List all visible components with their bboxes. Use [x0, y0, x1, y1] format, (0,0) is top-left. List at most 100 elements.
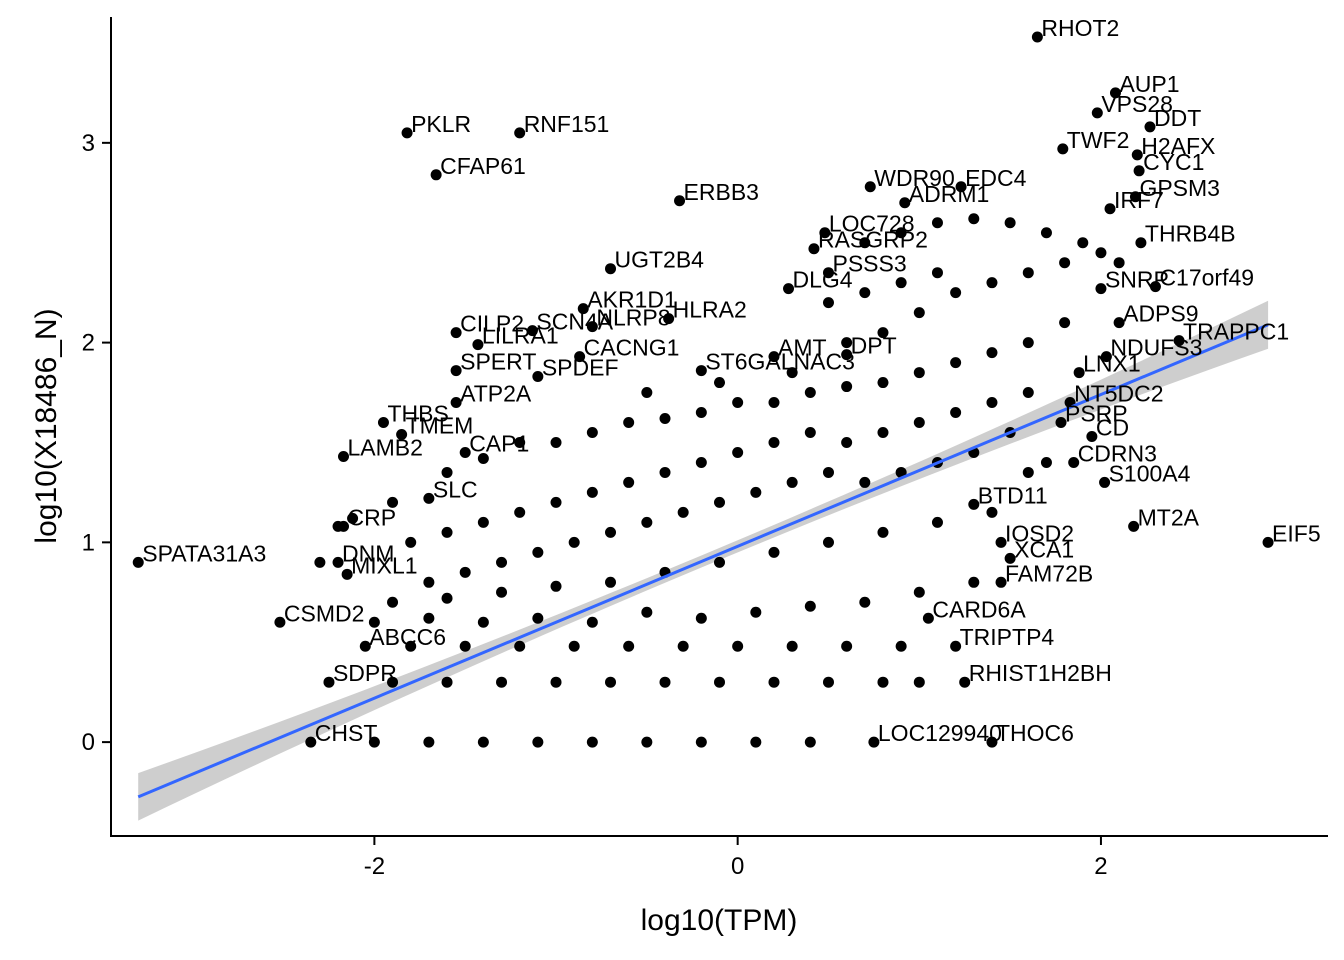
- data-point: [1095, 283, 1107, 295]
- data-point: [750, 486, 762, 498]
- data-point: [347, 512, 359, 524]
- data-point: [841, 349, 853, 361]
- y-tick-label: 3: [82, 130, 95, 157]
- point-label: EDC4: [965, 165, 1027, 191]
- point-label: ADPS9: [1123, 301, 1198, 327]
- data-point: [441, 466, 453, 478]
- point-label: CYC1: [1143, 149, 1204, 175]
- data-point: [623, 476, 635, 488]
- data-point: [1031, 31, 1043, 43]
- data-point: [659, 466, 671, 478]
- data-point: [1091, 107, 1103, 119]
- data-point: [695, 365, 707, 377]
- data-point: [514, 640, 526, 652]
- data-point: [496, 676, 508, 688]
- data-point: [586, 616, 598, 628]
- point-label: CHST: [315, 720, 378, 746]
- data-point: [1057, 143, 1069, 155]
- point-label: THOC6: [996, 720, 1074, 746]
- data-point: [623, 640, 635, 652]
- data-point: [441, 592, 453, 604]
- point-label: THRB4B: [1145, 221, 1236, 247]
- data-point: [819, 227, 831, 239]
- data-point: [332, 556, 344, 568]
- data-point: [338, 520, 350, 532]
- data-point: [768, 676, 780, 688]
- point-label: DDT: [1154, 105, 1201, 131]
- point-label: VPS28: [1101, 91, 1173, 117]
- data-point: [895, 640, 907, 652]
- data-point: [641, 516, 653, 528]
- data-point: [605, 576, 617, 588]
- data-point: [659, 676, 671, 688]
- point-label: RNF151: [524, 111, 610, 137]
- data-point: [674, 195, 686, 207]
- data-point: [714, 556, 725, 568]
- data-point: [822, 466, 834, 478]
- point-label: MT2A: [1138, 504, 1200, 530]
- data-point: [368, 736, 380, 748]
- data-point: [804, 426, 816, 438]
- data-point: [341, 568, 353, 580]
- data-point: [405, 536, 417, 548]
- data-point: [822, 297, 834, 309]
- data-point: [1099, 476, 1111, 488]
- point-label: IOSD2: [1005, 520, 1074, 546]
- data-point: [931, 267, 943, 279]
- data-point: [986, 347, 998, 359]
- data-point: [405, 640, 417, 652]
- data-point: [864, 181, 876, 193]
- data-point: [714, 496, 725, 508]
- data-point: [841, 381, 853, 393]
- data-point: [859, 596, 871, 608]
- data-point: [359, 640, 371, 652]
- data-point: [514, 127, 526, 139]
- point-label: TWF2: [1067, 127, 1130, 153]
- data-point: [641, 387, 653, 399]
- data-point: [623, 417, 635, 429]
- point-label: ATP2A: [460, 381, 532, 407]
- data-point: [877, 327, 889, 339]
- data-point: [695, 612, 707, 624]
- data-point: [514, 436, 526, 448]
- data-point: [1077, 237, 1089, 249]
- point-label: C17orf49: [1159, 265, 1254, 291]
- y-axis-title: log10(X18486_N): [30, 308, 63, 543]
- point-label: CDRN3: [1078, 440, 1157, 466]
- data-point: [768, 546, 780, 558]
- data-point: [913, 586, 925, 598]
- data-point: [496, 556, 508, 568]
- point-label: CILP2: [460, 311, 524, 337]
- data-point: [423, 736, 435, 748]
- data-point: [1022, 337, 1034, 349]
- point-label: TRIPTP4: [960, 624, 1055, 650]
- data-point: [387, 596, 399, 608]
- data-point: [695, 736, 707, 748]
- data-point: [786, 476, 798, 488]
- data-point: [822, 267, 834, 279]
- data-point: [913, 307, 925, 319]
- data-point: [841, 436, 853, 448]
- data-point: [459, 446, 471, 458]
- point-label: EIF5: [1272, 520, 1321, 546]
- point-label: HLRA2: [673, 297, 747, 323]
- point-label: CD: [1096, 414, 1129, 440]
- point-label: SLC: [433, 476, 478, 502]
- data-point: [986, 397, 998, 409]
- data-point: [750, 736, 762, 748]
- ticks: -2 0 2 0 1 2 3: [82, 130, 1108, 880]
- data-point: [732, 446, 744, 458]
- point-label: CFAP61: [440, 153, 526, 179]
- data-point: [423, 576, 435, 588]
- data-point: [430, 169, 442, 181]
- data-point: [274, 616, 286, 628]
- data-point: [877, 377, 889, 389]
- data-point: [677, 640, 689, 652]
- x-tick-label: 0: [731, 853, 744, 880]
- x-tick-label: -2: [364, 853, 385, 880]
- data-point: [477, 516, 489, 528]
- data-point: [750, 606, 762, 618]
- point-label: FAM72B: [1005, 560, 1093, 586]
- data-point: [577, 303, 589, 315]
- data-point: [1004, 217, 1016, 229]
